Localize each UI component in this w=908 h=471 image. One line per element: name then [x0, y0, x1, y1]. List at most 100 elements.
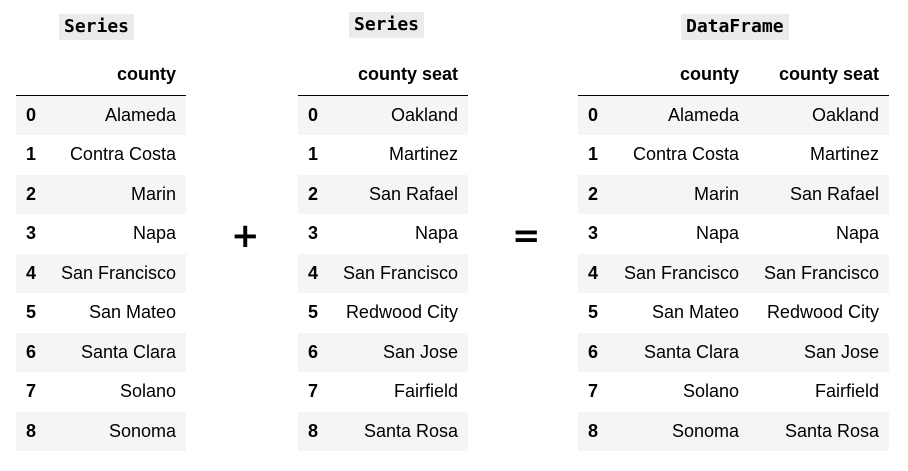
column-header: county	[609, 55, 750, 96]
row-index: 8	[26, 420, 37, 441]
column-header: county	[46, 55, 186, 96]
table-row: 1 Contra Costa Martinez	[578, 135, 889, 175]
row-index: 2	[308, 183, 319, 204]
column-header: county seat	[328, 55, 468, 96]
table-row: 5 San Mateo Redwood City	[578, 293, 889, 333]
table-row: 0 Alameda	[16, 95, 186, 135]
row-index: 0	[588, 104, 599, 125]
left-series-title: Series	[59, 14, 135, 40]
table-row: 1 Contra Costa	[16, 135, 186, 175]
dataframe-title: DataFrame	[681, 14, 789, 40]
row-index: 7	[308, 381, 319, 402]
county-seat-series-table: county seat 0 Oakland 1 Martinez 2 San Rafael 3…	[298, 55, 468, 451]
row-index: 7	[588, 381, 599, 402]
table-cell: Solano	[119, 381, 176, 402]
table-row: 4 San Francisco	[16, 253, 186, 293]
table-row: 8 Sonoma	[16, 411, 186, 451]
row-index: 1	[308, 144, 319, 165]
table-cell: Napa	[132, 223, 176, 244]
combined-dataframe-table: county county seat 0 Alameda Oakland 1 Contra …	[578, 55, 889, 451]
table-cell: Napa	[835, 223, 879, 244]
table-cell: Santa Rosa	[784, 420, 879, 441]
table-cell: Marin	[130, 183, 176, 204]
table-row: 3 Napa	[298, 214, 468, 254]
table-row: 0 Oakland	[298, 95, 468, 135]
table-row: 7 Solano	[16, 372, 186, 412]
table-row: 3 Napa Napa	[578, 214, 889, 254]
header-row: county county seat	[578, 55, 889, 96]
header-row: county	[16, 55, 186, 96]
row-index: 0	[26, 104, 37, 125]
table-cell: San Francisco	[342, 262, 458, 283]
row-index: 8	[588, 420, 599, 441]
table-cell: Alameda	[667, 104, 740, 125]
row-index: 4	[26, 262, 37, 283]
table-row: 7 Fairfield	[298, 372, 468, 412]
equals-operator: =	[512, 216, 541, 256]
table-cell: Napa	[696, 223, 740, 244]
table-cell: San Francisco	[623, 262, 740, 283]
table-cell: Martinez	[809, 144, 879, 165]
table-cell: San Jose	[803, 341, 879, 362]
row-index: 6	[26, 341, 37, 362]
row-index: 3	[308, 223, 319, 244]
table-row: 6 Santa Clara	[16, 332, 186, 372]
row-index: 5	[588, 302, 599, 323]
table-row: 6 San Jose	[298, 332, 468, 372]
table-cell: Santa Rosa	[363, 420, 458, 441]
row-index: 2	[26, 183, 37, 204]
row-index: 8	[308, 420, 319, 441]
row-index: 6	[588, 341, 599, 362]
table-cell: Sonoma	[108, 420, 176, 441]
table-row: 4 San Francisco	[298, 253, 468, 293]
middle-series-title: Series	[349, 12, 425, 38]
row-index: 3	[26, 223, 37, 244]
row-index: 1	[588, 144, 599, 165]
table-row: 6 Santa Clara San Jose	[578, 332, 889, 372]
table-cell: San Francisco	[60, 262, 176, 283]
table-cell: Napa	[414, 223, 458, 244]
table-cell: Oakland	[390, 104, 458, 125]
row-index: 2	[588, 183, 599, 204]
table-cell: San Jose	[382, 341, 458, 362]
table-cell: Fairfield	[814, 381, 879, 402]
row-index: 5	[308, 302, 319, 323]
county-series-table: county 0 Alameda 1 Contra Costa 2 Marin 3 Napa 4 S…	[16, 55, 186, 451]
index-header	[578, 55, 610, 96]
table-row: 7 Solano Fairfield	[578, 372, 889, 412]
table-cell: Sonoma	[671, 420, 740, 441]
table-row: 8 Santa Rosa	[298, 411, 468, 451]
row-index: 4	[308, 262, 319, 283]
row-index: 3	[588, 223, 599, 244]
table-cell: Redwood City	[345, 302, 458, 323]
row-index: 5	[26, 302, 37, 323]
table-cell: Alameda	[104, 104, 176, 125]
table-cell: Santa Clara	[80, 341, 176, 362]
row-index: 4	[588, 262, 599, 283]
table-row: 2 San Rafael	[298, 174, 468, 214]
row-index: 6	[308, 341, 319, 362]
row-index: 0	[308, 104, 319, 125]
table-cell: Martinez	[388, 144, 458, 165]
table-row: 5 Redwood City	[298, 293, 468, 333]
table-row: 8 Sonoma Santa Rosa	[578, 411, 889, 451]
table-cell: Contra Costa	[69, 144, 176, 165]
header-row: county seat	[298, 55, 468, 96]
table-cell: Marin	[694, 183, 740, 204]
table-row: 2 Marin San Rafael	[578, 174, 889, 214]
table-cell: San Francisco	[763, 262, 879, 283]
index-header	[298, 55, 329, 96]
table-row: 3 Napa	[16, 214, 186, 254]
table-cell: Santa Clara	[643, 341, 740, 362]
table-row: 2 Marin	[16, 174, 186, 214]
table-cell: Oakland	[811, 104, 879, 125]
table-cell: Contra Costa	[632, 144, 740, 165]
table-cell: San Rafael	[368, 183, 458, 204]
table-cell: San Rafael	[789, 183, 879, 204]
table-cell: Fairfield	[393, 381, 458, 402]
row-index: 7	[26, 381, 37, 402]
table-cell: San Mateo	[651, 302, 740, 323]
table-row: 4 San Francisco San Francisco	[578, 253, 889, 293]
table-cell: San Mateo	[88, 302, 176, 323]
index-header	[16, 55, 47, 96]
